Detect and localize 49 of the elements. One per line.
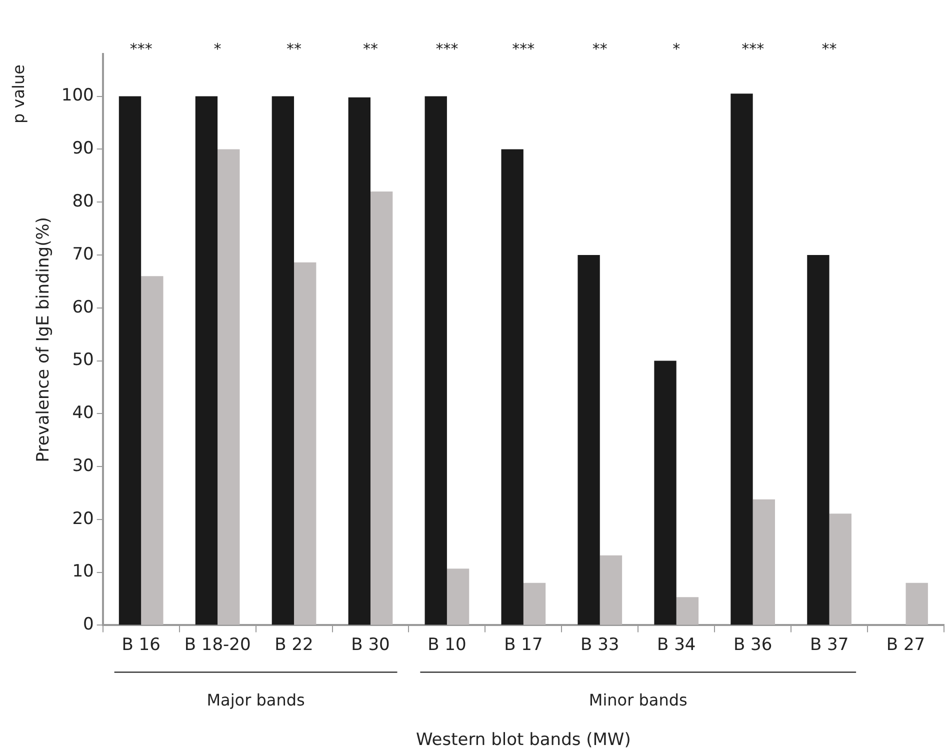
y-tick-label: 80 — [72, 192, 94, 212]
bar — [676, 597, 699, 625]
bar — [600, 555, 622, 625]
y-tick-label: 30 — [72, 456, 94, 476]
bar — [294, 262, 316, 625]
bar — [807, 254, 830, 625]
bar — [578, 254, 600, 625]
bar — [424, 96, 447, 625]
y-tick-label: 100 — [61, 86, 94, 106]
x-tick-label: B 27 — [886, 634, 926, 655]
bar — [218, 149, 240, 625]
y-tick-label: 40 — [72, 403, 94, 424]
bar — [906, 582, 928, 625]
x-axis-title: Western blot bands (MW) — [416, 730, 631, 750]
bar — [829, 514, 852, 625]
x-tick-label: B 22 — [274, 634, 314, 655]
x-tick-label: B 10 — [428, 634, 466, 655]
x-tick-label: B 33 — [580, 634, 620, 655]
y-tick-label: 50 — [72, 350, 94, 370]
bar — [752, 499, 776, 625]
x-tick-label: B 17 — [504, 634, 543, 655]
text: p value — [9, 64, 28, 124]
y-tick-label: 70 — [72, 244, 94, 264]
x-tick-label: B 18-20 — [184, 634, 251, 655]
x-tick-label: B 37 — [810, 634, 849, 655]
bar — [272, 96, 294, 625]
bar — [446, 568, 470, 625]
y-tick-label: 90 — [72, 138, 94, 159]
text: *** * ** ** *** *** ** * *** ** — [130, 40, 837, 58]
bar — [141, 276, 164, 625]
y-axis-title: Prevalence of IgE binding(%) — [34, 217, 54, 462]
y-tick-label: 10 — [72, 562, 94, 582]
y-tick-label: 20 — [72, 508, 94, 529]
bar — [195, 96, 218, 625]
y-tick-label: 0 — [83, 614, 94, 635]
x-tick-label: B 34 — [657, 634, 696, 655]
bar — [730, 94, 753, 625]
bar — [523, 582, 546, 625]
x-tick-label: B 30 — [351, 634, 390, 655]
bar — [370, 192, 393, 625]
y-tick-label: 60 — [72, 297, 94, 318]
x-tick-label: B 16 — [122, 634, 160, 655]
bar — [654, 360, 676, 625]
x-tick-label: B 36 — [733, 634, 772, 655]
text: Major bands — [206, 690, 305, 710]
bar — [348, 97, 370, 625]
text: Minor bands — [588, 690, 688, 710]
bar — [118, 96, 142, 625]
bar — [501, 149, 524, 625]
